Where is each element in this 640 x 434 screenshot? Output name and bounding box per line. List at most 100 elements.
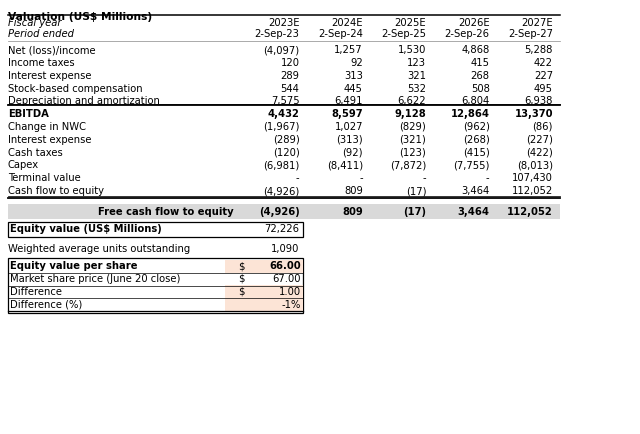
Text: Equity value (US$ Millions): Equity value (US$ Millions) bbox=[10, 224, 161, 234]
Bar bbox=[225, 298, 303, 311]
Text: (313): (313) bbox=[336, 135, 363, 145]
Text: 1,257: 1,257 bbox=[334, 45, 363, 55]
Text: $: $ bbox=[238, 274, 244, 284]
Text: Terminal value: Terminal value bbox=[8, 173, 81, 183]
Text: 92: 92 bbox=[350, 58, 363, 68]
Text: 1,027: 1,027 bbox=[334, 122, 363, 132]
Text: 809: 809 bbox=[342, 207, 363, 217]
Text: Change in NWC: Change in NWC bbox=[8, 122, 86, 132]
Text: 72,226: 72,226 bbox=[264, 224, 300, 234]
Text: 2-Sep-23: 2-Sep-23 bbox=[255, 29, 300, 39]
Text: (8,013): (8,013) bbox=[517, 161, 553, 171]
Text: 8,597: 8,597 bbox=[332, 109, 363, 119]
Text: 2-Sep-27: 2-Sep-27 bbox=[508, 29, 553, 39]
Text: $: $ bbox=[238, 287, 244, 297]
Text: Equity value per share: Equity value per share bbox=[10, 261, 137, 271]
Text: 2024E: 2024E bbox=[332, 18, 363, 28]
Text: -: - bbox=[486, 173, 490, 183]
Text: -: - bbox=[422, 173, 426, 183]
Text: (962): (962) bbox=[463, 122, 490, 132]
Text: Difference: Difference bbox=[10, 287, 61, 297]
Text: -: - bbox=[359, 173, 363, 183]
Text: 2026E: 2026E bbox=[458, 18, 490, 28]
Text: 66.00: 66.00 bbox=[269, 261, 301, 271]
Text: (8,411): (8,411) bbox=[327, 161, 363, 171]
Text: 508: 508 bbox=[471, 84, 490, 94]
Bar bbox=[225, 260, 303, 273]
Text: (227): (227) bbox=[526, 135, 553, 145]
Text: Net (loss)/income: Net (loss)/income bbox=[8, 45, 95, 55]
Text: Depreciation and amortization: Depreciation and amortization bbox=[8, 96, 159, 106]
Text: Period ended: Period ended bbox=[8, 29, 74, 39]
Text: 227: 227 bbox=[534, 71, 553, 81]
Text: Capex: Capex bbox=[8, 161, 39, 171]
Bar bbox=[8, 222, 303, 237]
Text: Stock-based compensation: Stock-based compensation bbox=[8, 84, 142, 94]
Text: 2027E: 2027E bbox=[522, 18, 553, 28]
Text: $: $ bbox=[238, 261, 244, 271]
Text: (422): (422) bbox=[526, 148, 553, 158]
Text: 6,491: 6,491 bbox=[334, 96, 363, 106]
Text: (321): (321) bbox=[399, 135, 426, 145]
Text: 809: 809 bbox=[344, 186, 363, 196]
Text: 6,622: 6,622 bbox=[397, 96, 426, 106]
Text: (7,872): (7,872) bbox=[390, 161, 426, 171]
Text: Interest expense: Interest expense bbox=[8, 135, 91, 145]
Text: 1.00: 1.00 bbox=[278, 287, 301, 297]
Text: Market share price (June 20 close): Market share price (June 20 close) bbox=[10, 274, 180, 284]
Text: (123): (123) bbox=[399, 148, 426, 158]
Text: 120: 120 bbox=[280, 58, 300, 68]
Text: 107,430: 107,430 bbox=[512, 173, 553, 183]
Text: 13,370: 13,370 bbox=[515, 109, 553, 119]
Text: 7,575: 7,575 bbox=[271, 96, 300, 106]
Text: 12,864: 12,864 bbox=[451, 109, 490, 119]
Text: 5,288: 5,288 bbox=[525, 45, 553, 55]
Text: Cash flow to equity: Cash flow to equity bbox=[8, 186, 104, 196]
Text: 289: 289 bbox=[280, 71, 300, 81]
Text: (1,967): (1,967) bbox=[263, 122, 300, 132]
Text: (17): (17) bbox=[403, 207, 426, 217]
Text: Free cash flow to equity: Free cash flow to equity bbox=[98, 207, 234, 217]
Text: (92): (92) bbox=[342, 148, 363, 158]
Text: 6,804: 6,804 bbox=[461, 96, 490, 106]
Text: 1,530: 1,530 bbox=[398, 45, 426, 55]
Text: 4,868: 4,868 bbox=[461, 45, 490, 55]
Text: (120): (120) bbox=[273, 148, 300, 158]
Text: Interest expense: Interest expense bbox=[8, 71, 91, 81]
Text: 2025E: 2025E bbox=[395, 18, 426, 28]
Text: (4,926): (4,926) bbox=[259, 207, 300, 217]
Text: (289): (289) bbox=[273, 135, 300, 145]
Text: 67.00: 67.00 bbox=[272, 274, 301, 284]
Text: -1%: -1% bbox=[282, 299, 301, 309]
Text: EBITDA: EBITDA bbox=[8, 109, 49, 119]
Text: Weighted average units outstanding: Weighted average units outstanding bbox=[8, 244, 190, 254]
Text: 2-Sep-24: 2-Sep-24 bbox=[318, 29, 363, 39]
Text: Valuation (US$ Millions): Valuation (US$ Millions) bbox=[8, 12, 152, 22]
Text: 3,464: 3,464 bbox=[458, 207, 490, 217]
Text: (7,755): (7,755) bbox=[453, 161, 490, 171]
Text: 445: 445 bbox=[344, 84, 363, 94]
Text: 123: 123 bbox=[407, 58, 426, 68]
Bar bbox=[225, 285, 303, 299]
Text: 3,464: 3,464 bbox=[461, 186, 490, 196]
Bar bbox=[8, 204, 560, 219]
Text: 422: 422 bbox=[534, 58, 553, 68]
Text: (4,097): (4,097) bbox=[264, 45, 300, 55]
Text: 4,432: 4,432 bbox=[268, 109, 300, 119]
Text: 313: 313 bbox=[344, 71, 363, 81]
Text: -: - bbox=[296, 173, 300, 183]
Text: (829): (829) bbox=[399, 122, 426, 132]
Text: (4,926): (4,926) bbox=[263, 186, 300, 196]
Text: 321: 321 bbox=[407, 71, 426, 81]
Text: (86): (86) bbox=[532, 122, 553, 132]
Text: (415): (415) bbox=[463, 148, 490, 158]
Text: 544: 544 bbox=[281, 84, 300, 94]
Text: 112,052: 112,052 bbox=[508, 207, 553, 217]
Text: 112,052: 112,052 bbox=[512, 186, 553, 196]
Text: Difference (%): Difference (%) bbox=[10, 299, 82, 309]
Text: 415: 415 bbox=[470, 58, 490, 68]
Text: 9,128: 9,128 bbox=[394, 109, 426, 119]
Bar bbox=[8, 258, 303, 312]
Text: Cash taxes: Cash taxes bbox=[8, 148, 63, 158]
Text: 2-Sep-26: 2-Sep-26 bbox=[445, 29, 490, 39]
